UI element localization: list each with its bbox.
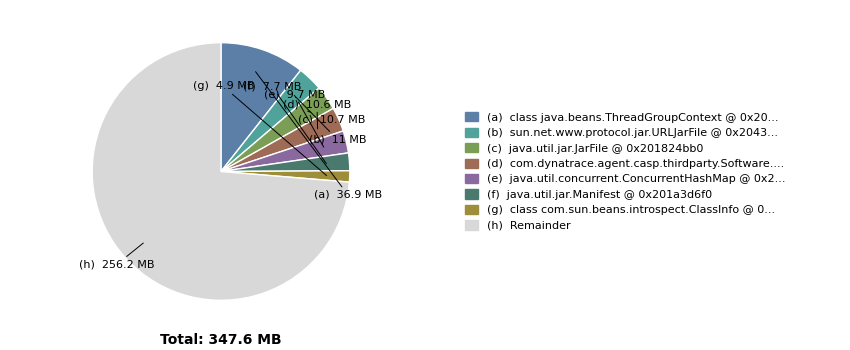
Wedge shape bbox=[221, 88, 333, 172]
Text: (g)  4.9 MB: (g) 4.9 MB bbox=[193, 82, 326, 176]
Text: (h)  256.2 MB: (h) 256.2 MB bbox=[79, 243, 155, 269]
Legend: (a)  class java.beans.ThreadGroupContext @ 0x20..., (b)  sun.net.www.protocol.ja: (a) class java.beans.ThreadGroupContext … bbox=[465, 112, 785, 231]
Wedge shape bbox=[221, 153, 350, 172]
Wedge shape bbox=[92, 43, 349, 300]
Text: (d)  10.6 MB: (d) 10.6 MB bbox=[283, 99, 351, 129]
Text: (f)  7.7 MB: (f) 7.7 MB bbox=[243, 82, 326, 163]
Text: Total: 347.6 MB: Total: 347.6 MB bbox=[160, 332, 282, 346]
Text: (c)  10.7 MB: (c) 10.7 MB bbox=[298, 111, 366, 125]
Wedge shape bbox=[221, 43, 301, 172]
Text: (e)  9.7 MB: (e) 9.7 MB bbox=[264, 89, 325, 147]
Wedge shape bbox=[221, 108, 343, 172]
Wedge shape bbox=[221, 131, 348, 172]
Text: (a)  36.9 MB: (a) 36.9 MB bbox=[256, 72, 382, 200]
Wedge shape bbox=[221, 171, 350, 182]
Wedge shape bbox=[221, 70, 319, 172]
Text: (b)  11 MB: (b) 11 MB bbox=[294, 96, 366, 144]
